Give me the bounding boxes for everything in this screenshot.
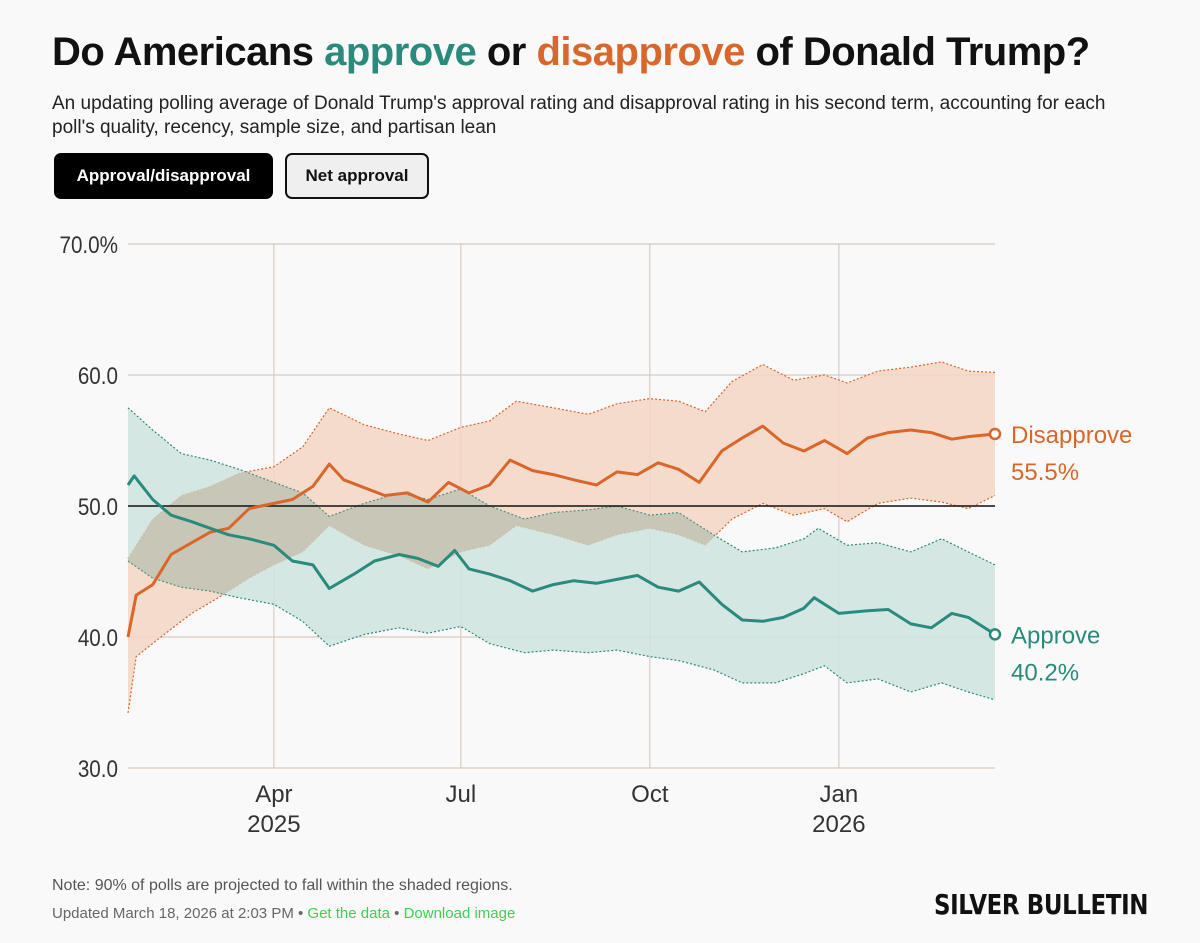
approve-series-label: Approve: [1011, 622, 1100, 649]
y-tick-label: 60.0: [78, 363, 118, 390]
download-image-link[interactable]: Download image: [403, 905, 516, 922]
approve-end-marker: [988, 628, 1002, 641]
y-tick-label: 40.0: [78, 625, 118, 652]
get-data-link[interactable]: Get the data: [307, 905, 390, 922]
x-tick-label: Oct: [631, 781, 669, 808]
disapprove-band: [128, 361, 995, 713]
x-tick-label: Apr: [255, 781, 292, 808]
x-tick-year-label: 2025: [247, 811, 300, 838]
updated-timestamp: Updated March 18, 2026 at 2:03 PM: [52, 905, 294, 922]
approve-band-upper-edge: [127, 407, 996, 566]
approve-band: [128, 407, 995, 700]
y-tick-label: 50.0: [78, 494, 118, 521]
link-separator: •: [293, 905, 308, 922]
page-title: Do Americans approve or disapprove of Do…: [52, 30, 1090, 75]
title-or: or: [476, 30, 537, 74]
approval-disapproval-toggle[interactable]: Approval/disapproval: [54, 153, 273, 199]
silver-bulletin-logo: SILVER BULLETIN: [933, 888, 1148, 921]
net-approval-toggle[interactable]: Net approval: [285, 153, 429, 199]
disapprove-series-label: Disapprove: [1011, 422, 1132, 449]
title-approve-word: approve: [324, 30, 477, 74]
y-tick-label: 70.0%: [59, 232, 118, 259]
link-separator: •: [389, 905, 404, 922]
approve-value-label: 40.2%: [1011, 659, 1079, 686]
title-disapprove-word: disapprove: [536, 30, 745, 74]
y-tick-label: 30.0: [78, 756, 118, 783]
disapprove-band-upper-edge: [127, 361, 996, 559]
disapprove-line: [126, 424, 996, 638]
footnote: Note: 90% of polls are projected to fall…: [52, 877, 513, 894]
x-tick-label: Jul: [445, 781, 476, 808]
disapprove-value-label: 55.5%: [1011, 459, 1079, 486]
approval-chart: 70.0% 60.0 50.0 40.0 30.0 Apr 2025 Jul Oct Jan 202…: [59, 232, 1132, 838]
disapprove-end-marker: [988, 427, 1002, 441]
title-suffix: of Donald Trump?: [744, 30, 1090, 74]
x-tick-year-label: 2026: [812, 811, 865, 838]
approve-line: [126, 474, 996, 636]
update-line: Updated March 18, 2026 at 2:03 PM • Get …: [52, 905, 515, 922]
page-subtitle: An updating polling average of Donald Tr…: [52, 93, 1106, 138]
x-tick-label: Jan: [820, 781, 859, 808]
approve-band-lower-edge: [127, 560, 996, 701]
title-prefix: Do Americans: [52, 30, 325, 74]
